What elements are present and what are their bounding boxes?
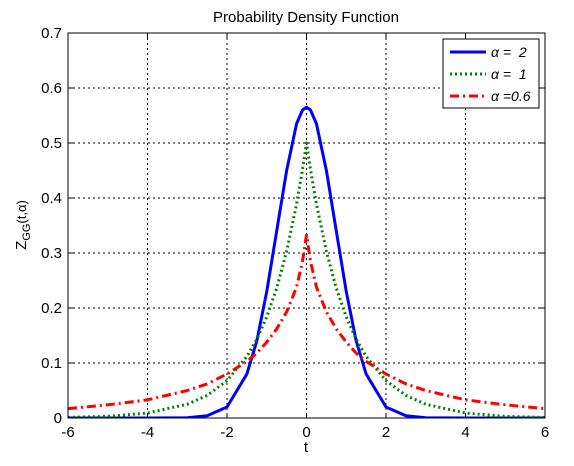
y-axis-label-main: Z (13, 241, 30, 250)
axis-ticks: -6 -4 -2 0 2 4 6 0 0.1 0.2 0.3 0.4 0.5 0.6 0.7 (41, 25, 549, 441)
legend-label: α = 1 (491, 66, 527, 82)
legend-label: α = 2 (491, 44, 527, 60)
x-tick-label: 6 (541, 424, 549, 441)
y-tick-label: 0.7 (41, 25, 62, 42)
y-tick-label: 0.4 (41, 190, 62, 207)
x-tick-label: -2 (220, 424, 233, 441)
x-tick-label: 0 (302, 424, 310, 441)
x-tick-label: -6 (61, 424, 74, 441)
y-axis-label: ZGG(t,α) (13, 200, 33, 250)
y-tick-label: 0 (54, 410, 62, 427)
chart-title: Probability Density Function (213, 9, 399, 26)
y-axis-label-args: (t,α) (14, 200, 29, 223)
y-tick-label: 0.6 (41, 80, 62, 97)
y-tick-label: 0.3 (41, 245, 62, 262)
series-layer (68, 105, 545, 418)
x-tick-label: -4 (141, 424, 154, 441)
series-line-1 (68, 105, 545, 418)
grid-lines (68, 33, 545, 418)
x-tick-label: 4 (461, 424, 469, 441)
y-tick-label: 0.5 (41, 135, 62, 152)
legend-label: α =0.6 (491, 88, 531, 104)
y-axis-label-sub: GG (21, 224, 33, 241)
series-line-2 (68, 141, 545, 418)
y-tick-label: 0.1 (41, 355, 62, 372)
y-tick-label: 0.2 (41, 300, 62, 317)
legend: α = 2 α = 1 α =0.6 (442, 38, 540, 109)
x-tick-label: 2 (382, 424, 390, 441)
x-axis-label: t (304, 439, 309, 456)
series-line-3 (68, 233, 545, 411)
